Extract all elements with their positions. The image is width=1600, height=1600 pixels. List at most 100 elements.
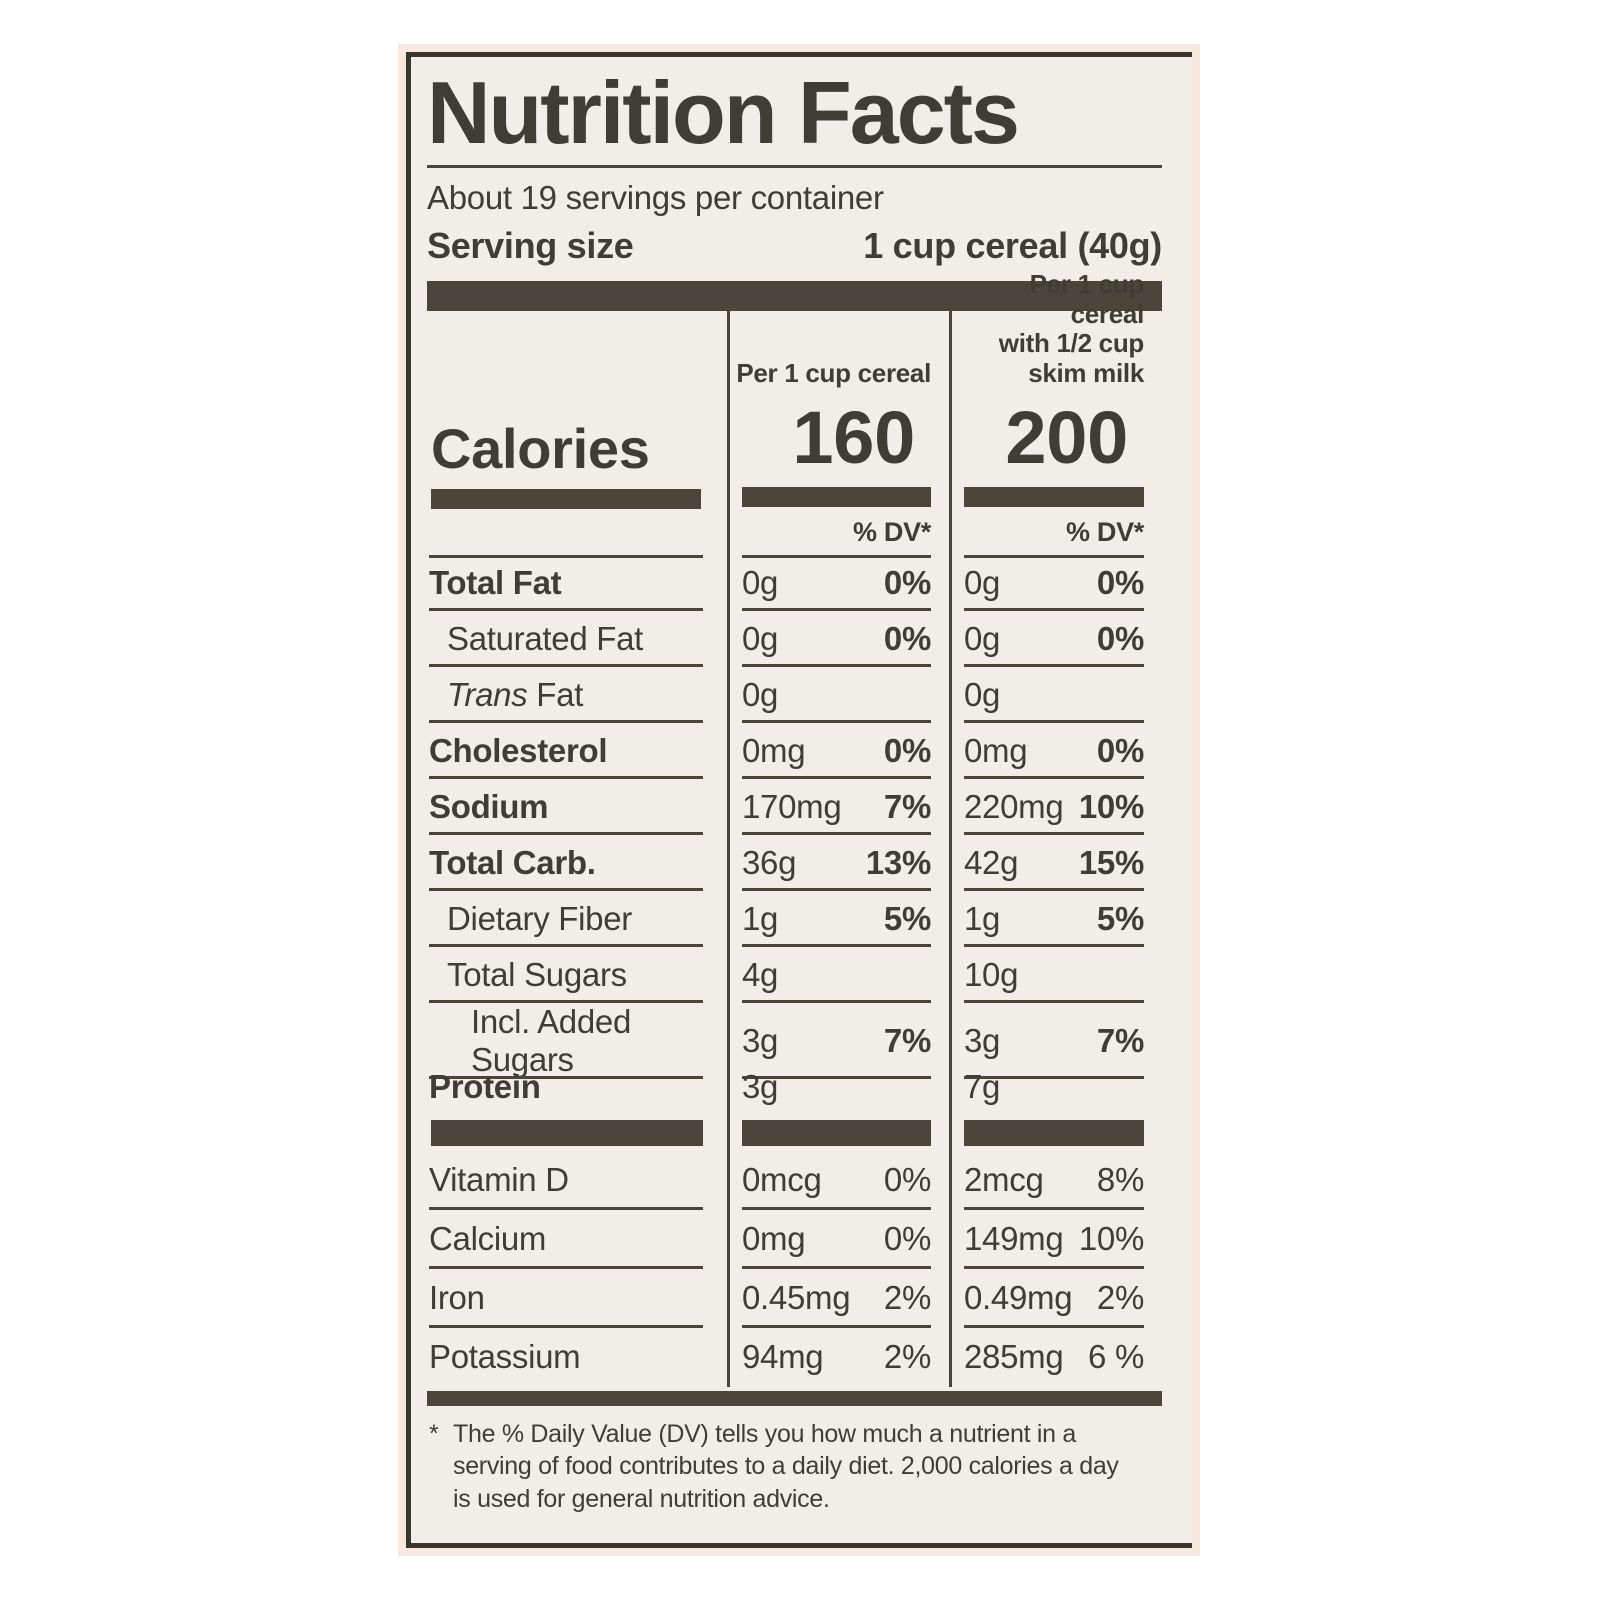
column-2-calories-value: 200 (1005, 395, 1128, 479)
footnote-asterisk: * (429, 1419, 439, 1448)
serving-size-label: Serving size (427, 225, 634, 267)
column-1-underbar (742, 486, 931, 507)
nutrient-daily-value: 7% (883, 1021, 931, 1059)
nutrient-amount: 149mg (964, 1220, 1064, 1258)
nutrient-daily-value: 2% (883, 1279, 931, 1317)
footnote-text: The % Daily Value (DV) tells you how muc… (453, 1419, 1119, 1513)
value-cell: 0.45mg 2% (727, 1268, 949, 1328)
nutrient-row: Total Sugars 4g 10g (427, 946, 1162, 1003)
nutrient-amount: 0.45mg (742, 1279, 851, 1317)
nutrient-daily-value: 10% (1078, 787, 1144, 825)
nutrient-name: Dietary Fiber (427, 891, 727, 947)
separator-bar-top (427, 280, 1162, 311)
nutrient-amount: 0g (964, 675, 1001, 713)
value-cell: 285mg 6 % (949, 1327, 1162, 1387)
micronutrient-row: Vitamin D 0mcg 0% 2mcg 8% (427, 1150, 1162, 1210)
nutrient-name-text: Cholesterol (429, 731, 608, 769)
nutrient-name: Total Carb. (427, 835, 727, 891)
value-cell: 1g 5% (949, 890, 1162, 947)
label-title: Nutrition Facts (427, 63, 1020, 162)
nutrient-daily-value: 10% (1078, 1220, 1144, 1258)
nutrient-amount: 0g (742, 619, 779, 657)
value-cell: 42g 15% (949, 834, 1162, 891)
nutrient-amount: 0g (964, 563, 1001, 601)
nutrient-name: Total Sugars (427, 947, 727, 1003)
nutrient-amount: 0mg (742, 731, 806, 769)
nutrient-name-text: Saturated Fat (447, 619, 644, 657)
serving-size-row: Serving size 1 cup cereal (40g) (427, 222, 1162, 271)
nutrient-amount: 36g (742, 843, 797, 881)
nutrient-name-text: Vitamin D (429, 1161, 569, 1199)
nutrient-amount: 0mg (964, 731, 1028, 769)
nutrient-row: Dietary Fiber 1g 5% 1g 5% (427, 890, 1162, 947)
nutrient-row: Protein 3g 7g (427, 1058, 1162, 1115)
nutrient-amount: 42g (964, 843, 1019, 881)
nutrient-daily-value: 0% (883, 619, 931, 657)
column-1-header-cell: Per 1 cup cereal 160 % DV* (727, 310, 949, 555)
separator-segment (949, 1114, 1162, 1151)
serving-size-value: 1 cup cereal (40g) (863, 225, 1162, 267)
separator-bar-segment (742, 1119, 931, 1146)
nutrient-row: Saturated Fat 0g 0% 0g 0% (427, 610, 1162, 667)
nutrient-daily-value: 0% (883, 563, 931, 601)
nutrient-name-text: Dietary Fiber (447, 899, 632, 937)
footnote: * The % Daily Value (DV) tells you how m… (427, 1418, 1162, 1516)
nutrient-name-italic-prefix: Trans (447, 675, 528, 713)
value-cell: 2mcg 8% (949, 1150, 1162, 1210)
nutrient-amount: 3g (742, 1021, 779, 1059)
value-cell: 3g 7% (727, 1002, 949, 1079)
nutrient-amount: 0g (742, 675, 779, 713)
nutrient-amount: 2mcg (964, 1161, 1044, 1199)
nutrient-amount: 170mg (742, 787, 842, 825)
nutrient-amount: 0mcg (742, 1161, 822, 1199)
nutrient-name: Total Fat (427, 554, 727, 611)
value-cell: 149mg 10% (949, 1209, 1162, 1269)
value-cell: 10g (949, 946, 1162, 1003)
nutrient-amount: 0mg (742, 1220, 806, 1258)
nutrient-name: Vitamin D (427, 1151, 727, 1210)
nutrient-daily-value: 7% (1096, 1021, 1144, 1059)
micronutrient-row: Calcium 0mg 0% 149mg 10% (427, 1209, 1162, 1269)
nutrient-name: Protein (427, 1059, 727, 1115)
nutrient-name: Trans Fat (427, 667, 727, 723)
nutrient-amount: 220mg (964, 787, 1064, 825)
nutrient-name-text: Protein (429, 1067, 541, 1105)
nutrient-amount: 0g (964, 619, 1001, 657)
nutrient-daily-value: 0% (1096, 619, 1144, 657)
nutrient-amount: 3g (742, 1067, 779, 1105)
nutrient-name-text: Incl. Added Sugars (471, 1002, 631, 1078)
micronutrient-row: Iron 0.45mg 2% 0.49mg 2% (427, 1268, 1162, 1328)
column-2-header-line: with 1/2 cup skim milk (998, 328, 1145, 389)
calories-label: Calories (431, 416, 650, 480)
value-cell: 170mg 7% (727, 778, 949, 835)
nutrient-name-text: Iron (429, 1279, 485, 1317)
nutrient-daily-value: 0% (1096, 731, 1144, 769)
nutrient-amount: 285mg (964, 1338, 1064, 1376)
servings-per-container: About 19 servings per container (427, 178, 884, 216)
value-cell: 1g 5% (727, 890, 949, 947)
value-cell: 3g (727, 1058, 949, 1115)
nutrient-name: Cholesterol (427, 723, 727, 779)
value-cell: 0g (727, 666, 949, 723)
nutrient-name-text: Total Sugars (447, 955, 627, 993)
nutrient-name: Saturated Fat (427, 611, 727, 667)
column-2-header-cell: Per 1 cup cereal with 1/2 cup skim milk … (949, 269, 1162, 555)
nutrient-name-text: Total Fat (429, 563, 562, 601)
calories-underbar (431, 488, 701, 509)
nutrient-name-text: Fat (536, 675, 584, 713)
nutrient-name: Calcium (427, 1210, 727, 1269)
nutrient-daily-value: 6 % (1088, 1338, 1144, 1376)
nutrient-name: Incl. Added Sugars (427, 1003, 727, 1079)
separator-segment (727, 1114, 949, 1151)
nutrient-amount: 10g (964, 955, 1019, 993)
nutrient-daily-value: 15% (1078, 843, 1144, 881)
value-cell: 0mg 0% (727, 1209, 949, 1269)
separator-bar-segment (431, 1119, 703, 1146)
column-1-header-line: Per 1 cup cereal (736, 358, 931, 389)
nutrient-daily-value: 13% (865, 843, 931, 881)
column-2-underbar (964, 486, 1144, 507)
nutrient-name: Potassium (427, 1328, 727, 1387)
nutrient-row: Total Fat 0g 0% 0g 0% (427, 554, 1162, 611)
value-cell: 0g 0% (727, 610, 949, 667)
